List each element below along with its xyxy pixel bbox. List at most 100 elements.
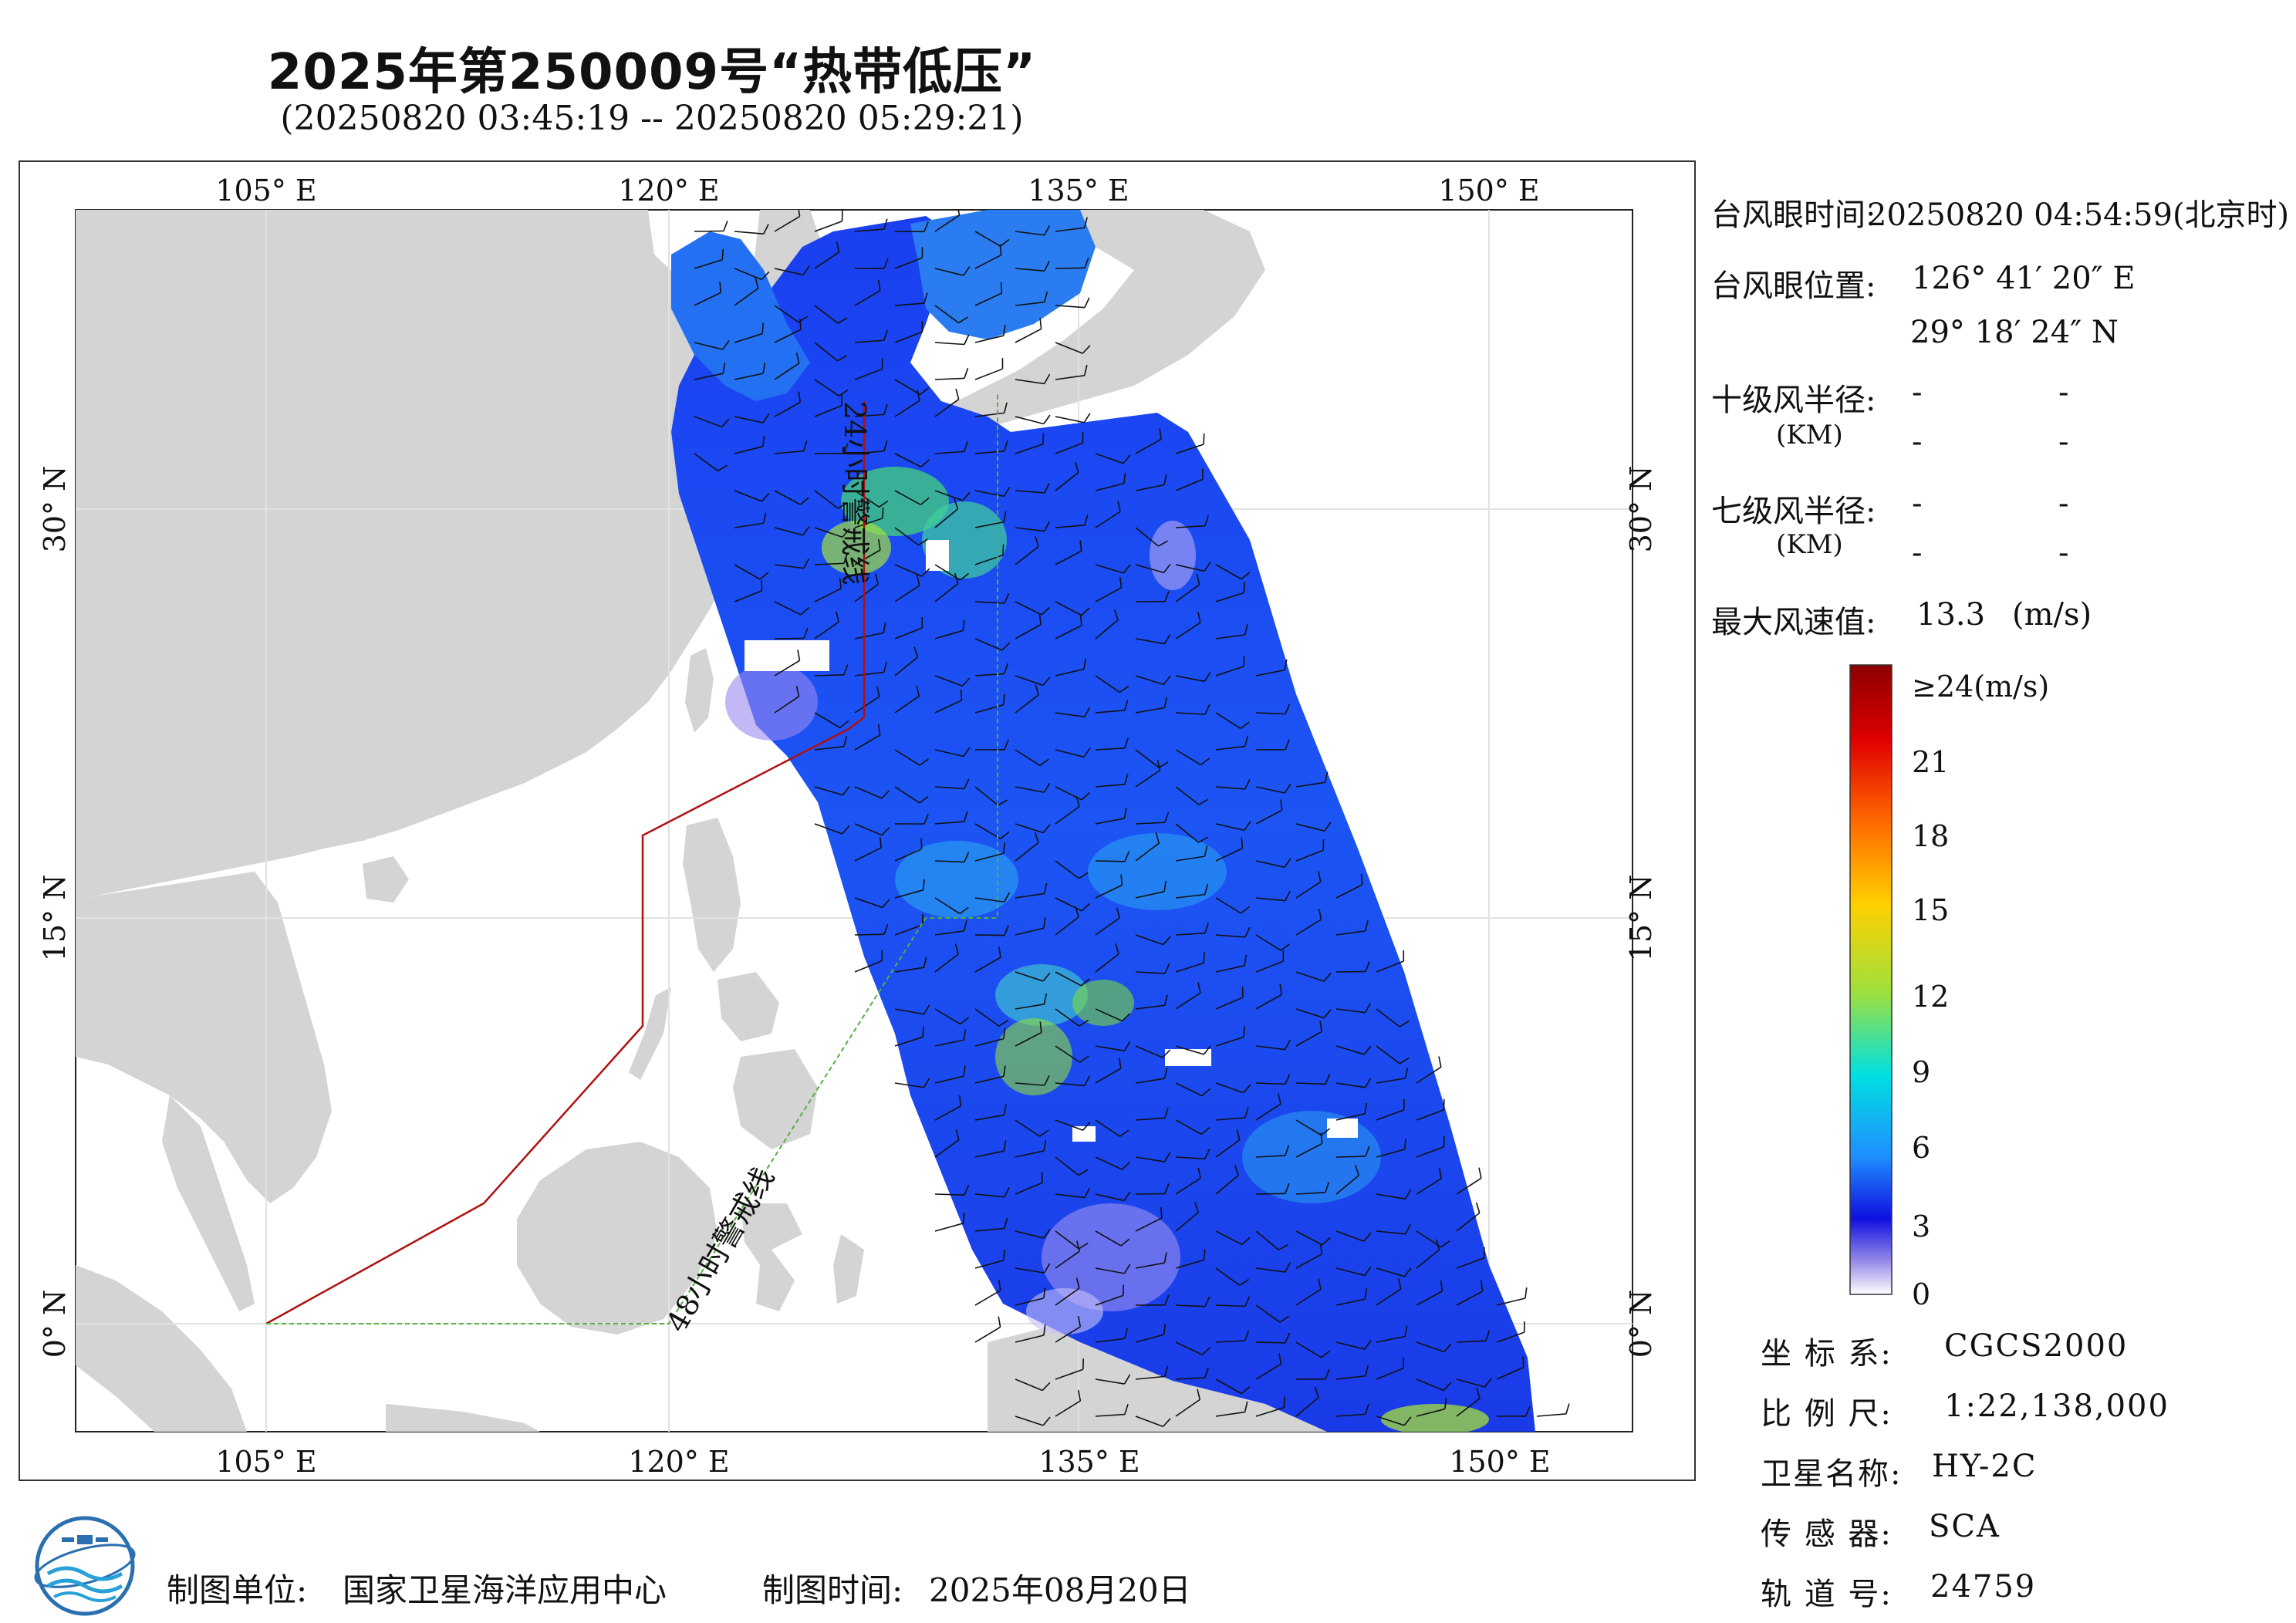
wind-barb-flag [1200, 758, 1210, 766]
wind-barb-shaft [1175, 823, 1199, 843]
wind-barb-flag [1163, 936, 1171, 946]
wind-barb-flag [1364, 1102, 1368, 1114]
wind-barb-shaft [1295, 1082, 1326, 1085]
wind-barb-flag [1197, 612, 1201, 623]
wind-barb-flag [721, 248, 724, 260]
wind-barb-flag [1244, 821, 1251, 831]
wind-barb-shaft [1295, 1142, 1323, 1158]
wind-barb-flag [883, 329, 888, 341]
wind-barb-flag [836, 611, 839, 623]
wind-barb-shaft [854, 549, 881, 565]
wind-barb-flag [1003, 325, 1006, 336]
wind-barb-flag [719, 282, 721, 293]
wind-barb-flag [964, 367, 969, 379]
wind-barb-flag [1163, 1152, 1171, 1162]
wind-barb-shaft [774, 215, 801, 232]
wind-barb-shaft [934, 1105, 961, 1121]
wind-barb-shaft [1295, 1341, 1322, 1358]
wind-barb-shaft [854, 960, 883, 973]
wind-barb-flag [1360, 873, 1363, 885]
wind-barbs [694, 210, 1570, 1428]
wind-barb-shaft [1376, 1008, 1400, 1027]
wind-barb-flag [1002, 842, 1006, 854]
wind-barb-shaft [1175, 1259, 1204, 1269]
wind-barb-shaft [854, 518, 883, 528]
wind-barb-flag [1325, 1074, 1331, 1085]
wind-barb-flag [922, 879, 925, 890]
wind-barb-shaft [974, 897, 1004, 903]
eye-longitude: 126° 41′ 20″ E [1912, 261, 2136, 296]
wind-barb-shaft [1015, 623, 1042, 639]
wind-barb-flag [1160, 1206, 1163, 1219]
wind-barb-flag [1239, 1279, 1249, 1286]
wind-barb-flag [763, 224, 769, 235]
wind-barb-flag [1364, 1340, 1372, 1350]
wind-barb-shaft [1215, 965, 1245, 973]
wind-barb-flag [920, 497, 930, 505]
wind-barb-shaft [734, 332, 763, 343]
wind-barb-shaft [1175, 1399, 1200, 1417]
wind-barb-shaft [1376, 1045, 1400, 1065]
wind-barb-shaft [774, 450, 804, 454]
wind-barb-flag [721, 418, 730, 427]
nsoas-logo [34, 1516, 136, 1616]
wind-barb-shaft [1335, 1341, 1366, 1350]
wind-barb-flag [1319, 1021, 1322, 1032]
wind-barb-flag [1124, 737, 1129, 749]
wind-barb-flag [1035, 535, 1039, 547]
wind-barb-shaft [1095, 1045, 1125, 1052]
wind-barb-shaft [1015, 416, 1044, 425]
wind-barb-flag [1280, 799, 1283, 811]
wind-barb-shaft [1215, 1340, 1245, 1343]
wind-barb-flag [881, 790, 890, 799]
wind-barb-flag [1485, 1330, 1491, 1341]
wind-barb-shaft [1055, 749, 1085, 758]
wind-barb-flag [1198, 836, 1209, 843]
r10-unit: (KM) [1776, 420, 1843, 450]
wind-barb-flag [1399, 1057, 1410, 1065]
footer-unit-value: 国家卫星海洋应用中心 [343, 1571, 667, 1609]
wind-barb-flag [1117, 501, 1121, 512]
wind-barb-shaft [1376, 1193, 1406, 1200]
wind-barb-shaft [974, 934, 1005, 936]
wind-barb-flag [1163, 474, 1167, 485]
footer-time-label: 制图时间: [762, 1571, 903, 1609]
wind-barb-flag [883, 661, 887, 673]
wind-barb-flag [761, 492, 770, 502]
wind-barb-flag [722, 340, 730, 350]
wind-barb-flag [1204, 704, 1210, 715]
wind-barb-shaft [1295, 881, 1322, 899]
wind-barb-flag [1035, 684, 1039, 696]
wind-barb-flag [883, 923, 889, 935]
wind-barb-shaft [854, 897, 883, 909]
wind-barb-shaft [814, 746, 844, 751]
lon-tick: 135° E [1038, 1445, 1140, 1479]
wind-barb-flag [1076, 1240, 1080, 1252]
wind-barb-flag [1244, 926, 1251, 938]
wind-barb-shaft [1055, 601, 1082, 616]
wind-barb-shaft [1496, 1297, 1526, 1306]
wind-barb-flag [877, 724, 881, 735]
wind-barb-flag [1244, 778, 1251, 790]
r10-dash: - [1912, 375, 1923, 410]
wind-barb-shaft [814, 379, 839, 396]
wind-barb-flag [718, 464, 728, 472]
wind-barb-flag [800, 606, 809, 616]
wind-barb-flag [1285, 1039, 1292, 1050]
china-mainland [76, 210, 737, 899]
wind-barb-shaft [734, 268, 762, 281]
wind-barb-shaft [1456, 1340, 1486, 1343]
wind-barb-flag [959, 572, 969, 581]
wind-barb-shaft [1095, 482, 1125, 491]
wind-barb-shaft [1416, 1378, 1444, 1392]
wind-barb-shaft [1015, 443, 1044, 454]
wind-barb-flag [1003, 1065, 1006, 1077]
wind-barb-shaft [1175, 1156, 1205, 1159]
wind-barb-flag [842, 786, 850, 796]
wind-barb-shaft [934, 305, 960, 324]
wind-barb-flag [1324, 822, 1332, 832]
wind-barb-flag [1082, 345, 1091, 354]
r7-dash: - [1912, 535, 1923, 571]
wind-barb-shaft [1536, 1413, 1566, 1417]
footer-time-value: 2025年08月20日 [929, 1571, 1191, 1609]
